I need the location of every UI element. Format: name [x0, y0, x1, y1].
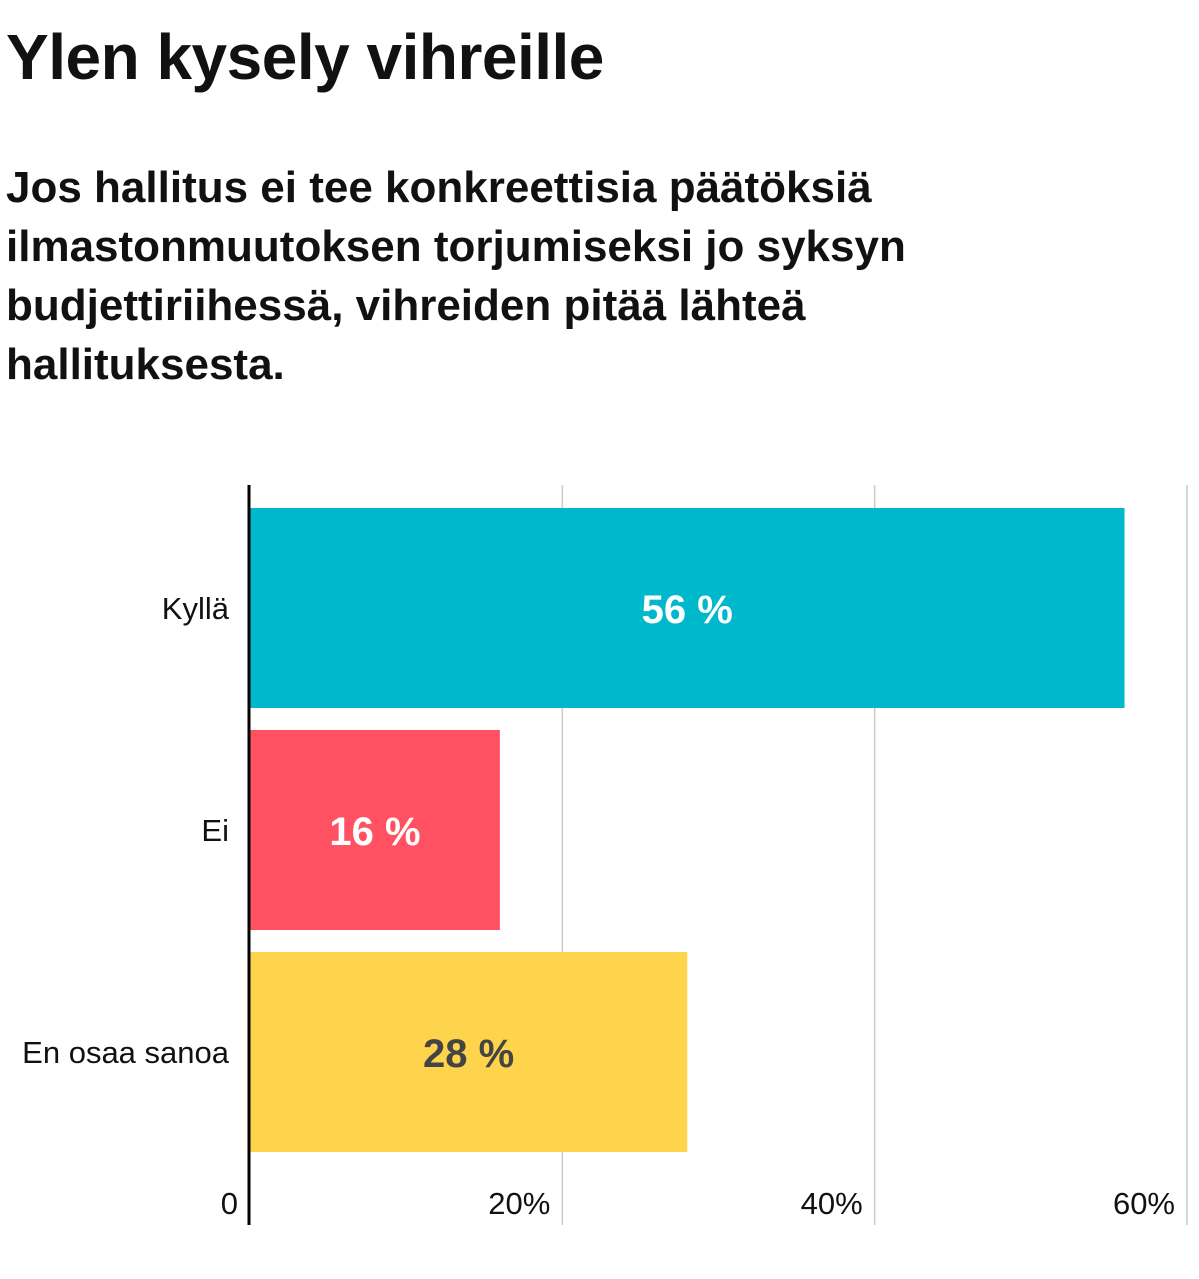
- category-label: Ei: [201, 813, 229, 848]
- data-label: 56 %: [642, 588, 733, 632]
- x-tick-label: 60%: [1113, 1186, 1175, 1221]
- bars: [250, 508, 1125, 1152]
- bar-2: [250, 952, 688, 1152]
- bar-1: [250, 730, 500, 930]
- chart-title: Ylen kysely vihreille: [6, 21, 604, 93]
- category-label: En osaa sanoa: [22, 1035, 230, 1070]
- data-label: 16 %: [329, 810, 420, 854]
- x-tick-label: 40%: [801, 1186, 863, 1221]
- data-label: 28 %: [423, 1032, 514, 1076]
- x-tick-label: 0: [221, 1186, 238, 1221]
- category-label: Kyllä: [162, 591, 230, 626]
- chart-subtitle: Jos hallitus ei tee konkreettisia päätök…: [6, 163, 906, 389]
- labels: 0 20% 40% 60% Kyllä 56 % Ei 16 % En osaa sanoa 28…: [22, 588, 1175, 1221]
- x-tick-label: 20%: [488, 1186, 550, 1221]
- bar-0: [250, 508, 1125, 708]
